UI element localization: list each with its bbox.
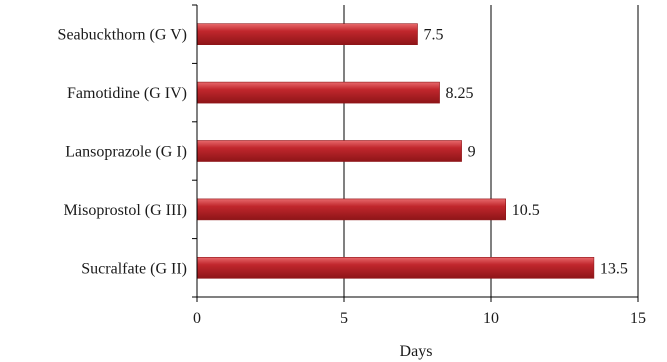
value-label-0: 13.5 (600, 260, 628, 277)
x-tick-label-0: 0 (193, 310, 201, 327)
bar-1 (196, 198, 507, 221)
category-label-2: Lansoprazole (G I) (65, 144, 187, 161)
bar-3 (196, 81, 440, 104)
value-label-4: 7.5 (424, 27, 444, 44)
category-label-3: Famotidine (G IV) (67, 85, 187, 102)
x-tick-label-1: 5 (340, 310, 348, 327)
category-label-4: Seabuckthorn (G V) (58, 27, 187, 44)
value-label-2: 9 (468, 144, 476, 161)
x-axis-title: Days (400, 343, 433, 360)
bar-4 (196, 23, 418, 46)
x-tick-label-3: 15 (630, 310, 646, 327)
bar-2 (196, 140, 462, 162)
axes (192, 4, 639, 302)
bar-0 (196, 256, 595, 279)
value-label-3: 8.25 (446, 85, 474, 102)
category-label-0: Sucralfate (G II) (81, 260, 187, 277)
x-tick-label-2: 10 (483, 310, 499, 327)
bars-group (196, 23, 595, 279)
labels-group: Sucralfate (G II) 13.5 Misoprostol (G III)… (58, 27, 646, 327)
value-label-1: 10.5 (512, 202, 540, 219)
category-label-1: Misoprostol (G III) (63, 202, 187, 219)
